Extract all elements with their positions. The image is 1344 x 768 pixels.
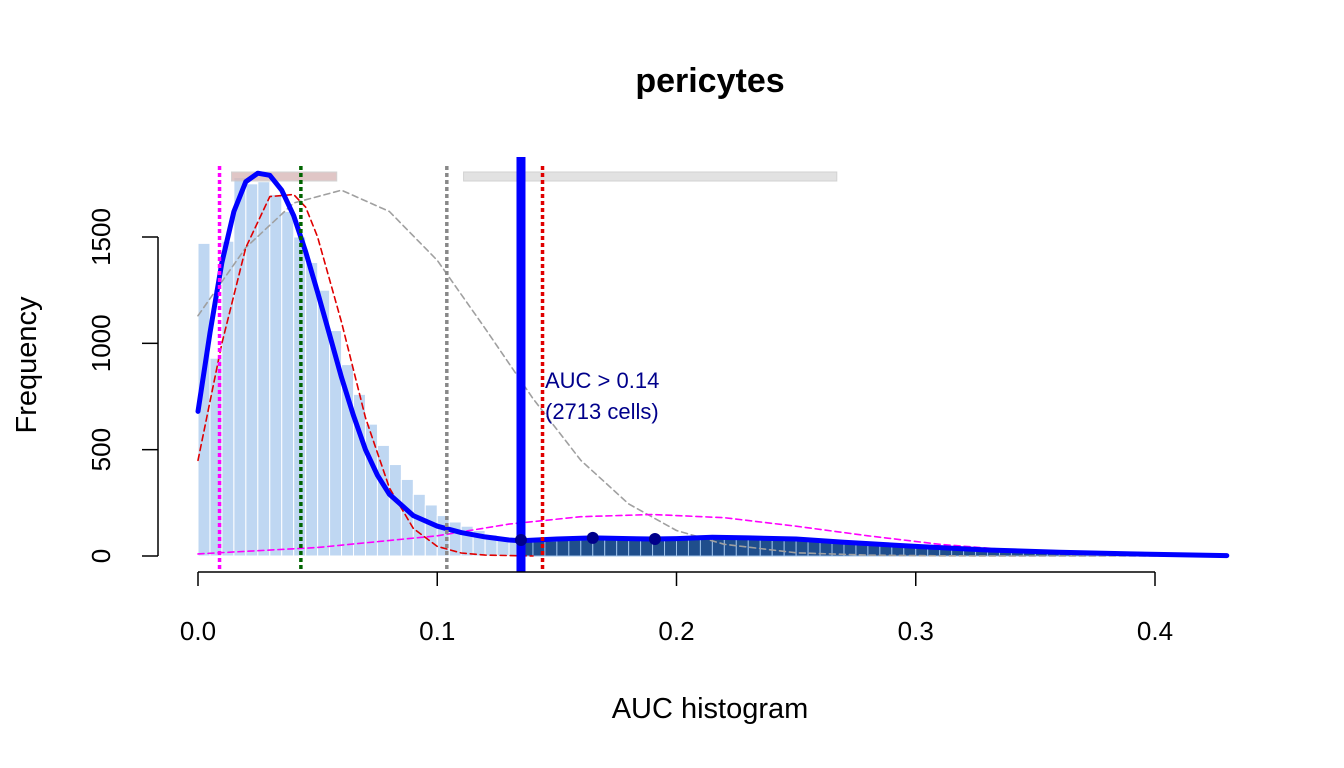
density-curve (195, 170, 1230, 559)
distribution-curves (195, 170, 1230, 559)
histogram-bar (245, 183, 259, 557)
histogram-bar (233, 176, 247, 557)
red-distribution-curve (197, 193, 534, 557)
histogram-bar (269, 193, 283, 557)
histogram-bar (783, 539, 797, 557)
histogram-bar (771, 538, 785, 557)
magenta-distribution-curve (197, 513, 1228, 557)
histogram-bar (544, 540, 558, 557)
x-tick-label: 0.1 (419, 616, 455, 646)
range-bar (463, 171, 838, 182)
gray-distribution-curve (197, 189, 1228, 557)
histogram-bar (759, 538, 773, 557)
y-tick-label: 1500 (86, 208, 116, 266)
x-tick-label: 0.0 (180, 616, 216, 646)
histogram-bar (305, 262, 319, 557)
y-tick-label: 0 (86, 549, 116, 563)
threshold-annotation-line2: (2713 cells) (545, 399, 659, 424)
histogram-bar (424, 504, 438, 557)
histogram-bar (257, 181, 271, 557)
threshold-annotation-line1: AUC > 0.14 (545, 368, 659, 393)
histogram-bar (676, 538, 689, 557)
x-tick-label: 0.3 (898, 616, 934, 646)
x-tick-label: 0.4 (1137, 616, 1173, 646)
histogram-bar (568, 538, 582, 557)
histogram-bar (376, 444, 390, 557)
y-axis-label: Frequency (11, 296, 43, 434)
histogram-bar (616, 538, 630, 557)
range-bars (230, 171, 838, 182)
threshold-point (514, 534, 527, 547)
x-tick-label: 0.2 (658, 616, 694, 646)
threshold-point (586, 531, 599, 544)
histogram-bar (388, 464, 402, 557)
histogram-bar (281, 210, 295, 557)
threshold-lines (217, 157, 545, 572)
chart-title: pericytes (635, 62, 784, 100)
threshold-points (514, 531, 661, 547)
threshold-point (648, 532, 661, 545)
histogram-bar (412, 493, 426, 557)
y-axis: 0 500 1000 1500 (86, 208, 159, 563)
histogram-bar (221, 240, 235, 557)
x-axis-label: AUC histogram (612, 693, 809, 725)
histogram-bar (293, 236, 307, 557)
histogram-bar (687, 537, 701, 557)
range-bar (230, 171, 338, 182)
histogram-bar (364, 423, 378, 557)
y-tick-label: 500 (86, 428, 116, 471)
histogram-bar (556, 539, 570, 557)
x-axis: 0.0 0.1 0.2 0.3 0.4 (180, 571, 1173, 646)
histogram-bar (628, 538, 642, 557)
y-tick-label: 1000 (86, 314, 116, 372)
